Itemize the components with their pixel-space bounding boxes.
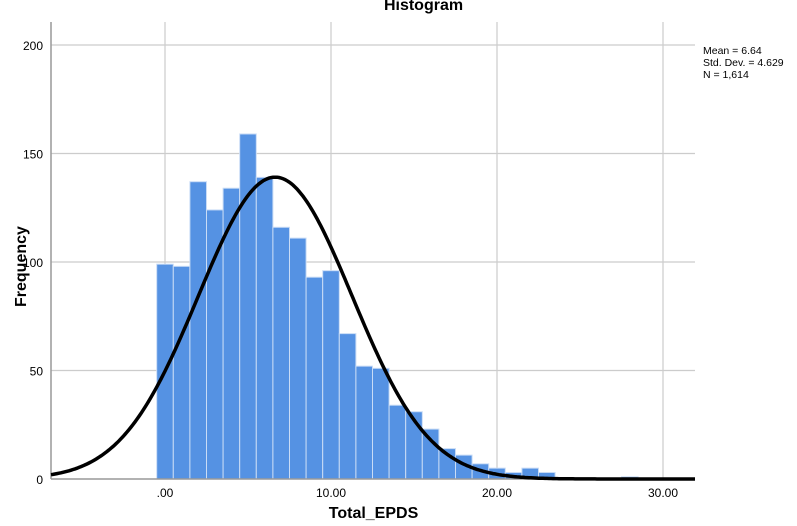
x-tick-label: 30.00 — [648, 486, 678, 500]
tick-labels: 0 50 100 150 200 .00 10.00 20.00 30.00 — [23, 39, 678, 500]
x-tick-label: 10.00 — [316, 486, 346, 500]
histogram-bar — [338, 333, 357, 480]
stat-n: N = 1,614 — [703, 69, 749, 81]
x-axis-label: Total_EPDS — [328, 505, 419, 522]
histogram-bar — [355, 365, 373, 480]
y-tick-label: 100 — [23, 256, 43, 270]
histogram-bar — [206, 209, 224, 480]
histogram-bar — [239, 133, 257, 480]
histogram-bar — [172, 265, 191, 480]
y-tick-label: 150 — [23, 148, 43, 162]
y-tick-label: 200 — [23, 39, 43, 53]
y-tick-label: 50 — [30, 365, 44, 379]
stat-mean: Mean = 6.64 — [703, 45, 762, 57]
stat-std-dev: Std. Dev. = 4.629 — [703, 57, 784, 69]
histogram-bar — [272, 226, 290, 480]
histogram-bar — [322, 270, 340, 480]
stats-legend: Mean = 6.64 Std. Dev. = 4.629 N = 1,614 — [703, 45, 784, 81]
histogram-bar — [388, 404, 407, 480]
normal-curve — [50, 175, 695, 481]
chart-title: Histogram — [383, 0, 464, 14]
x-tick-label: .00 — [157, 486, 174, 500]
y-tick-label: 0 — [36, 473, 43, 487]
x-tick-label: 20.00 — [482, 486, 512, 500]
histogram-bar — [289, 237, 307, 480]
y-axis-label: Frequency — [13, 226, 30, 307]
histogram-bar — [372, 367, 390, 480]
histogram-bar — [305, 276, 324, 480]
histogram-bar — [421, 428, 440, 480]
histogram-bars — [156, 133, 639, 480]
histogram-bar — [189, 181, 207, 480]
histogram-bar — [255, 176, 274, 480]
